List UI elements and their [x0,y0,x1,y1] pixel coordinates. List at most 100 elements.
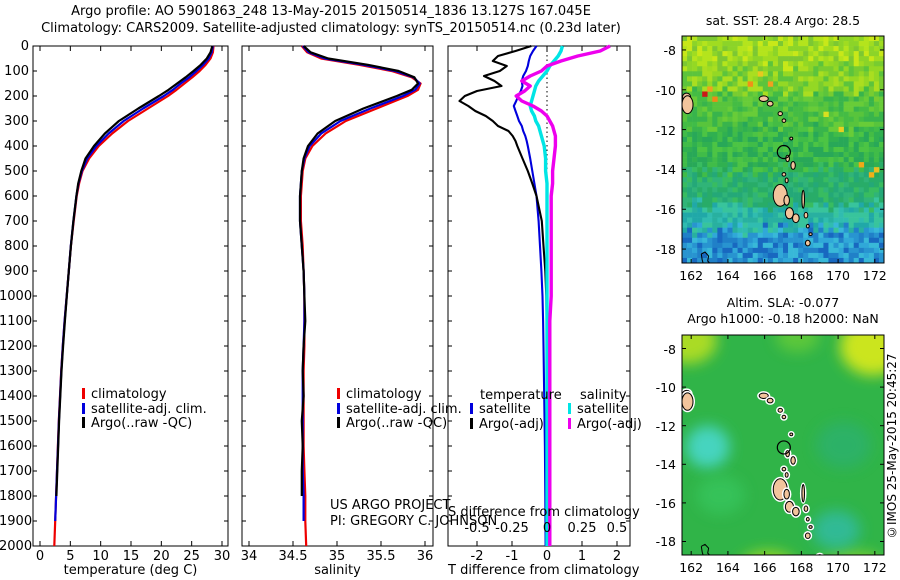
salinity-axis-label: salinity [314,563,361,578]
island [784,207,794,220]
legend-label: satellite-adj. clim. [346,401,462,417]
sst-map-y-tick-label: -12 [655,122,676,138]
figure-title-line2: Climatology: CARS2009. Satellite-adjuste… [41,21,621,36]
sst-map-title: sat. SST: 28.4 Argo: 28.5 [705,13,861,28]
s-diff-x-tick-label: -0.25 [495,521,529,536]
sst-map-x-tick-label: 172 [862,268,887,283]
sst-map [682,36,884,263]
legend-label: Argo(-adj) [479,417,544,432]
legend-label: satellite-adj. clim. [91,401,207,417]
island [781,414,787,420]
sla-map-title-line1: Altim. SLA: -0.077 [726,295,840,310]
s-diff-x-tick-label: 0 [542,521,552,536]
sst-anomaly-cell [868,172,875,178]
island [784,177,789,184]
legend-label: Argo(..raw -QC) [346,416,448,431]
temperature-x-tick-label: 25 [183,549,200,564]
float-position-marker [776,440,791,455]
temperature-x-tick-label: 20 [153,549,170,564]
island [790,456,796,465]
curve-s-satellite [528,45,565,546]
legend-label: Argo(-adj) [577,417,642,432]
depth-tick-label: 2000 [0,539,33,554]
salinity-x-tick-label: 35 [328,549,346,564]
temperature-x-tick-label: 10 [92,549,109,564]
curve-s-argo-adj- [514,44,611,546]
depth-tick-label: 1900 [0,514,33,529]
island [777,407,783,413]
salinity-panel [241,45,434,547]
sla-blob [830,551,875,555]
sst-map-x-tick-label: 168 [789,268,814,283]
temperature-legend-item: Argo(..raw -QC) [82,417,192,431]
island [804,239,811,247]
sla-map-y-tick-label: -18 [655,534,676,550]
sst-map-x-tick-label: 166 [752,268,777,283]
depth-tick-label: 900 [4,264,29,279]
island [784,472,789,478]
diff-legend-temperature-item: satellite [470,403,531,417]
sst-map-y-tick-label: -14 [655,162,676,178]
depth-tick-label: 1200 [0,339,33,354]
depth-tick-label: 1600 [0,439,33,454]
legend-label: satellite [577,402,629,417]
sla-map-y-tick-label: -10 [655,380,676,396]
diff-legend-temperature-item: Argo(-adj) [470,418,544,432]
figure-title-line1: Argo profile: AO 5901863_248 13-May-2015… [71,4,591,19]
depth-tick-label: 1000 [0,289,33,304]
t-diff-x-tick-label: 2 [612,549,622,564]
legend-label: Argo(..raw -QC) [91,416,193,431]
coastline-outline [700,251,711,263]
legend-line-swatch [470,403,473,414]
salinity-legend-item: satellite-adj. clim. [337,401,462,417]
island [803,505,809,512]
sst-heatmap [682,36,884,263]
sst-anomaly-cell [712,96,718,102]
island-halo [815,552,824,555]
depth-tick-label: 1300 [0,364,33,379]
island [805,223,810,229]
sla-blob [682,335,717,364]
diff-legend-header-temperature: temperature [480,388,562,403]
diff-legend-salinity-item: satellite [568,403,629,417]
depth-tick-label: 1700 [0,464,33,479]
sst-anomaly-cell [747,81,753,87]
temperature-legend-item: climatology [82,388,167,402]
depth-tick-label: 400 [4,139,29,154]
sst-map-x-tick-label: 162 [679,268,704,283]
island [789,136,794,141]
s-diff-x-tick-label: 0.25 [567,521,597,536]
depth-tick-label: 500 [4,164,29,179]
sla-map-y-tick-label: -12 [655,418,676,434]
island [805,517,810,522]
depth-tick-label: 1100 [0,314,33,329]
island [783,194,790,206]
salinity-x-tick-label: 36 [416,549,434,564]
legend-line-swatch [568,403,571,414]
island [808,232,813,237]
depth-tick-label: 700 [4,214,29,229]
island [766,397,774,404]
sst-map-y-tick-label: -18 [655,242,676,258]
sst-anomaly-cell [707,86,713,92]
sla-blob [775,335,820,353]
sla-map-y-tick-label: -8 [663,341,676,357]
temperature-panel [32,45,229,547]
sla-blob [685,425,730,469]
s-diff-x-tick-label: -0.5 [464,521,490,536]
sla-map-x-tick-label: 166 [752,560,777,575]
legend-line-swatch [337,402,340,414]
sla-blob [696,475,745,515]
sla-map-x-tick-label: 162 [679,560,704,575]
sla-blob [839,335,884,376]
island [777,111,783,117]
temperature-x-tick-label: 15 [122,549,140,564]
legend-line-swatch [470,418,473,429]
coastline-outline [700,543,711,555]
t-difference-axis-label: T difference from climatology [448,563,640,578]
legend-line-swatch [568,418,571,429]
t-diff-x-tick-label: 1 [577,549,587,564]
depth-tick-label: 100 [4,64,29,79]
